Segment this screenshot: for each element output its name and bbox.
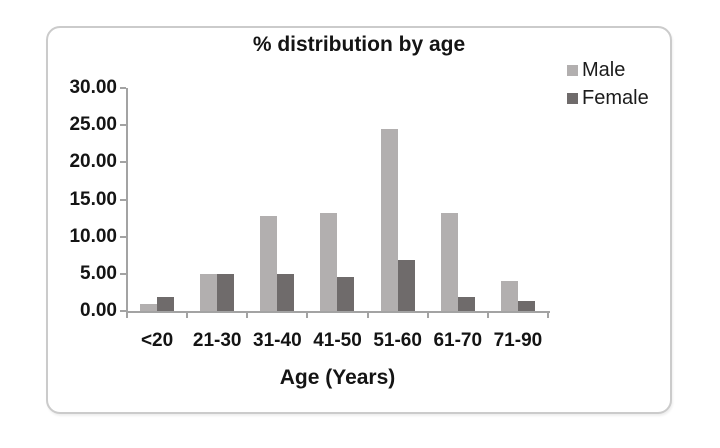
y-tick-label: 20.00: [69, 151, 117, 173]
y-tick-mark: [120, 272, 126, 275]
bar-male-<20: [140, 304, 158, 311]
legend-swatch-female-icon: [567, 92, 578, 104]
bar-male-51-60: [380, 128, 398, 311]
x-tick-label: 31-40: [253, 330, 302, 351]
bar-female-<20: [157, 297, 175, 311]
bar-female-41-50: [337, 277, 355, 311]
y-tick-label: 5.00: [80, 262, 117, 284]
x-tick-label: 61-70: [433, 330, 483, 351]
y-tick-label: 30.00: [69, 77, 117, 98]
bar-female-21-30: [217, 273, 235, 311]
legend-item-female: Female: [567, 86, 649, 109]
bar-group-71-90: [488, 88, 548, 311]
y-tick-mark: [120, 124, 126, 127]
legend-label-female: Female: [582, 86, 649, 109]
bar-female-71-90: [517, 300, 535, 311]
chart-panel: [46, 26, 672, 414]
x-tick-mark: [126, 311, 128, 318]
y-tick-mark: [120, 198, 126, 201]
x-tick-mark: [246, 311, 249, 318]
bar-male-61-70: [440, 213, 458, 311]
y-tick-label: 10.00: [69, 225, 117, 247]
bar-male-31-40: [260, 216, 278, 311]
y-tick-mark: [120, 87, 126, 89]
bar-group-61-70: [428, 88, 488, 311]
y-tick-label: 0.00: [80, 300, 117, 321]
y-tick-label: 15.00: [69, 188, 117, 210]
bar-male-41-50: [320, 213, 338, 311]
x-tick-label: 51-60: [373, 330, 422, 351]
x-tick-mark: [547, 311, 549, 318]
legend-item-male: Male: [567, 58, 649, 81]
bar-female-31-40: [277, 273, 295, 311]
bar-female-61-70: [457, 297, 475, 311]
x-axis-title: Age (Years): [279, 366, 396, 389]
bar-group-51-60: [368, 88, 428, 311]
legend: Male Female: [567, 58, 649, 116]
bar-male-21-30: [200, 273, 218, 311]
y-tick-label: 25.00: [69, 114, 117, 136]
bar-group-21-30: [187, 88, 247, 311]
plot-area: [127, 88, 548, 311]
y-tick-mark: [120, 161, 126, 164]
x-tick-mark: [426, 311, 429, 318]
x-tick-label: 41-50: [313, 330, 362, 351]
bar-group-<20: [127, 88, 187, 311]
bar-female-51-60: [397, 260, 415, 311]
bar-group-31-40: [247, 88, 307, 311]
x-tick-mark: [186, 311, 189, 318]
x-tick-label: 21-30: [192, 330, 242, 351]
y-tick-mark: [120, 235, 126, 238]
x-tick-mark: [486, 311, 489, 318]
x-tick-label: 71-90: [493, 330, 543, 351]
x-axis-line: [126, 311, 550, 313]
chart-title: % distribution by age: [252, 33, 466, 56]
bar-male-71-90: [500, 280, 518, 311]
y-axis-line: [126, 88, 128, 313]
x-tick-mark: [366, 311, 369, 318]
y-tick-mark: [120, 310, 126, 312]
legend-swatch-male-icon: [567, 64, 578, 76]
x-tick-mark: [306, 311, 309, 318]
x-tick-label: <20: [140, 330, 174, 351]
bar-group-41-50: [307, 88, 367, 311]
legend-label-male: Male: [582, 58, 626, 81]
